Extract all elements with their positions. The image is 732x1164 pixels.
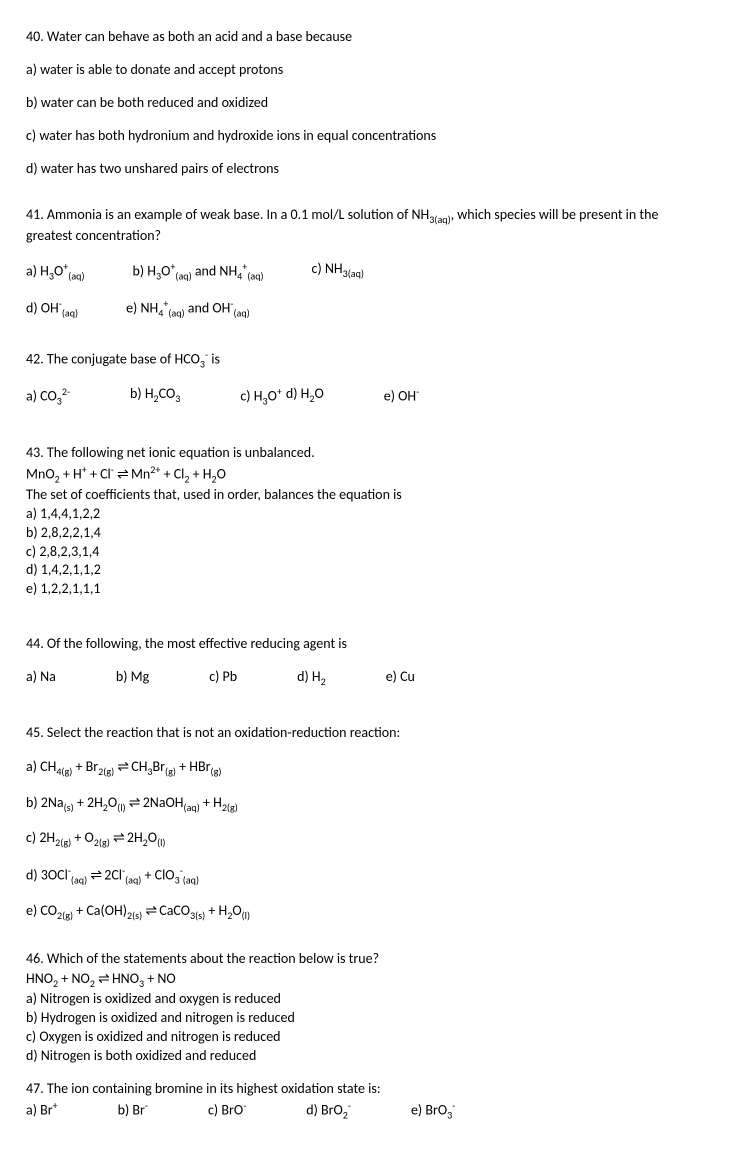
q46-opt-a: a) Nitrogen is oxidized and oxygen is re…	[26, 990, 706, 1009]
q43-opt-c: c) 2,8,2,3,1,4	[26, 543, 706, 562]
arrow-icon: ⇌	[145, 902, 156, 918]
q45-opt-e: e) CO2(g) + Ca(OH)2(s) ⇌ CaCO3(s) + H2O(…	[26, 901, 706, 922]
q44-opt-a: a) Na	[26, 668, 56, 688]
q41-row2: d) OH-(aq) e) NH4+(aq) and OH-(aq)	[26, 297, 706, 320]
q47-opt-c: c) BrO-	[208, 1099, 246, 1122]
q42-opt-d: d) H2O	[286, 385, 324, 408]
q45-opt-a: a) CH4(g) + Br2(g) ⇌ CH3Br(g) + HBr(g)	[26, 757, 706, 778]
q43-stem: 43. The following net ionic equation is …	[26, 444, 706, 463]
q40-stem: 40. Water can behave as both an acid and…	[26, 28, 706, 47]
q41-row1: a) H3O+(aq) b) H3O+(aq) and NH4+(aq) c) …	[26, 260, 706, 283]
arrow-icon: ⇌	[117, 465, 128, 481]
q40-opt-c: c) water has both hydronium and hydroxid…	[26, 127, 706, 146]
q42-opt-e: e) OH-	[384, 385, 419, 408]
q41-stem: 41. Ammonia is an example of weak base. …	[26, 206, 706, 245]
q43-line3: The set of coefficients that, used in or…	[26, 486, 706, 505]
q43-opt-d: d) 1,4,2,1,1,2	[26, 561, 706, 580]
q47-opt-d: d) BrO2-	[306, 1099, 351, 1122]
q44-opt-b: b) Mg	[116, 668, 149, 688]
q42-opt-a: a) CO32-	[26, 385, 70, 408]
question-43: 43. The following net ionic equation is …	[26, 444, 706, 599]
q40-options: a) water is able to donate and accept pr…	[26, 61, 706, 179]
question-45: 45. Select the reaction that is not an o…	[26, 724, 706, 922]
q40-opt-a: a) water is able to donate and accept pr…	[26, 61, 706, 80]
q42-stem: 42. The conjugate base of HCO3- is	[26, 348, 706, 371]
q43-options: a) 1,4,4,1,2,2 b) 2,8,2,2,1,4 c) 2,8,2,3…	[26, 505, 706, 599]
question-42: 42. The conjugate base of HCO3- is a) CO…	[26, 348, 706, 408]
q41-opt-e: e) NH4+(aq) and OH-(aq)	[126, 297, 250, 320]
arrow-icon: ⇌	[90, 866, 101, 882]
q45-options: a) CH4(g) + Br2(g) ⇌ CH3Br(g) + HBr(g) b…	[26, 757, 706, 922]
q45-opt-d: d) 3OCl-(aq) ⇌ 2Cl-(aq) + ClO3-(aq)	[26, 864, 706, 887]
q47-opt-b: b) Br-	[118, 1099, 148, 1122]
q46-equation: HNO2 + NO2 ⇌ HNO3 + NO	[26, 969, 706, 990]
q42-opt-c: c) H3O+	[240, 385, 281, 408]
q42-options: a) CO32- b) H2CO3 c) H3O+ d) H2O e) OH-	[26, 385, 706, 408]
question-47: 47. The ion containing bromine in its hi…	[26, 1080, 706, 1122]
question-46: 46. Which of the statements about the re…	[26, 950, 706, 1066]
q40-opt-d: d) water has two unshared pairs of elect…	[26, 160, 706, 179]
q44-opt-d: d) H2	[297, 668, 326, 688]
q45-stem: 45. Select the reaction that is not an o…	[26, 724, 706, 743]
question-40: 40. Water can behave as both an acid and…	[26, 28, 706, 178]
arrow-icon: ⇌	[98, 970, 109, 986]
q46-opt-d: d) Nitrogen is both oxidized and reduced	[26, 1047, 706, 1066]
arrow-icon: ⇌	[117, 758, 128, 774]
q41-opt-a: a) H3O+(aq)	[26, 260, 85, 283]
q47-opt-a: a) Br+	[26, 1099, 58, 1122]
q41-opt-d: d) OH-(aq)	[26, 297, 78, 320]
arrow-icon: ⇌	[129, 794, 140, 810]
q43-opt-b: b) 2,8,2,2,1,4	[26, 524, 706, 543]
q46-opt-c: c) Oxygen is oxidized and nitrogen is re…	[26, 1028, 706, 1047]
q40-opt-b: b) water can be both reduced and oxidize…	[26, 94, 706, 113]
q46-stem: 46. Which of the statements about the re…	[26, 950, 706, 969]
q44-opt-e: e) Cu	[386, 668, 415, 688]
q47-opt-e: e) BrO3-	[411, 1099, 455, 1122]
q41-opt-b: b) H3O+(aq) and NH4+(aq)	[133, 260, 264, 283]
q42-opt-b: b) H2CO3	[130, 385, 180, 408]
q44-stem: 44. Of the following, the most effective…	[26, 635, 706, 654]
q46-options: a) Nitrogen is oxidized and oxygen is re…	[26, 990, 706, 1066]
question-44: 44. Of the following, the most effective…	[26, 635, 706, 688]
q45-opt-c: c) 2H2(g) + O2(g) ⇌ 2H2O(l)	[26, 828, 706, 849]
q41-opt-c: c) NH3(aq)	[312, 260, 364, 283]
q47-stem: 47. The ion containing bromine in its hi…	[26, 1080, 706, 1099]
q44-options: a) Na b) Mg c) Pb d) H2 e) Cu	[26, 668, 706, 688]
q44-opt-c: c) Pb	[209, 668, 237, 688]
q47-options: a) Br+ b) Br- c) BrO- d) BrO2- e) BrO3-	[26, 1099, 706, 1122]
q43-opt-e: e) 1,2,2,1,1,1	[26, 580, 706, 599]
q46-opt-b: b) Hydrogen is oxidized and nitrogen is …	[26, 1009, 706, 1028]
q43-opt-a: a) 1,4,4,1,2,2	[26, 505, 706, 524]
arrow-icon: ⇌	[113, 829, 124, 845]
q45-opt-b: b) 2Na(s) + 2H2O(l) ⇌ 2NaOH(aq) + H2(g)	[26, 793, 706, 814]
q43-equation: MnO2 + H+ + Cl- ⇌ Mn2+ + Cl2 + H2O	[26, 463, 706, 486]
question-41: 41. Ammonia is an example of weak base. …	[26, 206, 706, 319]
